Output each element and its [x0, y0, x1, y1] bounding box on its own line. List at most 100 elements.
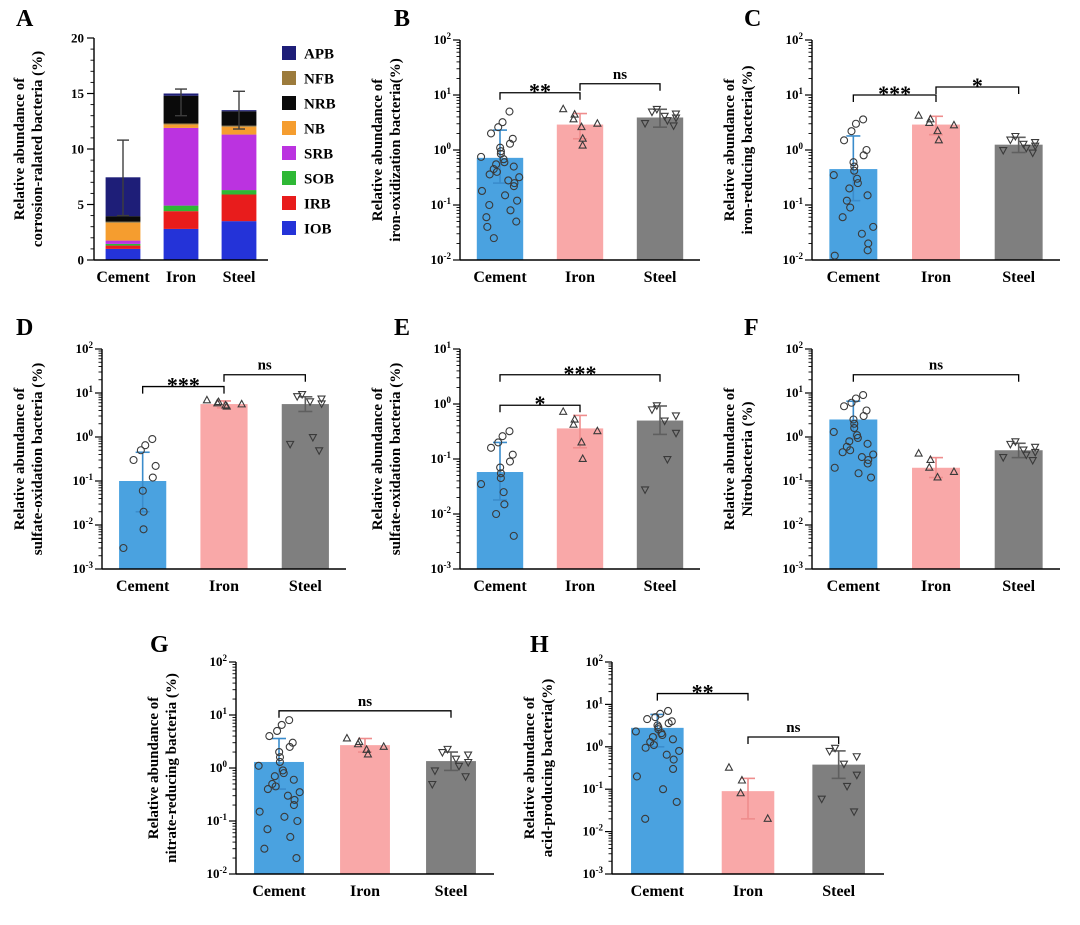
svg-text:Steel: Steel: [1002, 578, 1035, 595]
panel-G-chart: 10-2 10-1 100 101 102 ns Cement Iron Steel Relati…: [146, 653, 494, 900]
svg-text:NRB: NRB: [304, 97, 336, 113]
svg-text:*: *: [535, 391, 546, 416]
svg-text:NFB: NFB: [304, 72, 334, 88]
svg-text:APB: APB: [304, 47, 334, 63]
svg-text:10-2: 10-2: [73, 516, 94, 532]
svg-text:101: 101: [786, 384, 804, 400]
svg-text:Steel: Steel: [289, 578, 322, 595]
svg-text:ns: ns: [258, 358, 272, 374]
svg-text:Steel: Steel: [822, 883, 855, 900]
svg-text:101: 101: [786, 86, 804, 102]
panel-C-letter: C: [744, 6, 762, 32]
svg-text:Iron: Iron: [921, 578, 951, 595]
panel-B-chart: 10-2 10-1 100 101 102 ** ns Cement Iron Steel Rela…: [370, 31, 700, 286]
panel-D-chart: 10-3 10-2 10-1 100 101 102 *** ns Cement Iron Stee…: [12, 340, 346, 595]
svg-text:Cement: Cement: [252, 883, 306, 900]
svg-text:10-2: 10-2: [783, 251, 804, 267]
panel-A: A Cement Iron Steel 0 5 10 15 20 APB NFB NRB NB SRB S…: [8, 6, 360, 306]
svg-text:10-3: 10-3: [783, 560, 804, 576]
svg-text:ns: ns: [929, 358, 943, 374]
svg-text:100: 100: [786, 428, 804, 444]
svg-text:101: 101: [434, 340, 452, 356]
svg-text:Relative abundance of: Relative abundance of: [12, 77, 28, 221]
svg-text:10-3: 10-3: [431, 560, 452, 576]
panel-D: D 10-3 10-2 10-1 100 101 102 *** ns Cement Iron St…: [8, 315, 360, 615]
svg-text:Cement: Cement: [116, 578, 170, 595]
panel-E-letter: E: [394, 315, 411, 341]
svg-text:corrosion-ralated bacteria (%): corrosion-ralated bacteria (%): [30, 51, 46, 247]
svg-text:0: 0: [78, 253, 85, 268]
svg-text:10-1: 10-1: [583, 780, 604, 796]
svg-text:10-1: 10-1: [207, 812, 228, 828]
svg-text:Iron: Iron: [565, 269, 595, 286]
svg-text:IRB: IRB: [304, 197, 331, 213]
svg-text:Relative abundance of: Relative abundance of: [522, 696, 538, 840]
svg-text:5: 5: [78, 197, 85, 212]
svg-text:Iron: Iron: [209, 578, 239, 595]
svg-text:Relative abundance of: Relative abundance of: [370, 387, 386, 531]
svg-text:100: 100: [210, 759, 228, 775]
svg-text:Iron: Iron: [733, 883, 763, 900]
svg-text:Steel: Steel: [1002, 269, 1035, 286]
panel-G-letter: G: [150, 632, 169, 658]
panel-A-chart: Cement Iron Steel 0 5 10 15 20 APB NFB NRB NB SRB SOB…: [12, 31, 336, 287]
svg-text:Relative abundance of: Relative abundance of: [146, 696, 162, 840]
svg-text:**: **: [692, 680, 714, 705]
svg-text:Cement: Cement: [473, 269, 527, 286]
svg-text:10-2: 10-2: [431, 251, 452, 267]
svg-text:nitrate-reducing bacteria (%): nitrate-reducing bacteria (%): [164, 673, 180, 863]
svg-text:100: 100: [586, 738, 604, 754]
svg-text:10-3: 10-3: [583, 865, 604, 881]
svg-text:Iron: Iron: [350, 883, 380, 900]
svg-text:10-2: 10-2: [431, 505, 452, 521]
svg-text:ns: ns: [613, 67, 627, 83]
svg-text:Iron: Iron: [921, 269, 951, 286]
panel-F-chart: 10-3 10-2 10-1 100 101 102 ns Cement Iron Steel Re…: [722, 340, 1060, 595]
panel-A-letter: A: [16, 6, 34, 32]
svg-text:Cement: Cement: [473, 578, 527, 595]
svg-text:Cement: Cement: [827, 269, 881, 286]
svg-text:Relative abundance of: Relative abundance of: [12, 387, 28, 531]
svg-text:Iron: Iron: [565, 578, 595, 595]
svg-text:101: 101: [76, 384, 94, 400]
svg-text:NB: NB: [304, 122, 325, 138]
svg-text:20: 20: [71, 31, 84, 46]
svg-text:Steel: Steel: [223, 269, 256, 286]
svg-text:**: **: [529, 79, 551, 104]
panel-H-chart: 10-3 10-2 10-1 100 101 102 ** ns Cement Iron Steel…: [522, 653, 884, 900]
svg-text:10-2: 10-2: [783, 516, 804, 532]
svg-text:100: 100: [434, 141, 452, 157]
svg-text:SOB: SOB: [304, 172, 334, 188]
svg-text:102: 102: [786, 31, 804, 47]
svg-text:101: 101: [434, 86, 452, 102]
svg-text:102: 102: [586, 653, 604, 669]
svg-text:10-1: 10-1: [783, 196, 804, 212]
panel-H: H 10-3 10-2 10-1 100 101 102 ** ns Cement Iron Ste…: [518, 628, 898, 920]
panel-D-letter: D: [16, 315, 34, 341]
svg-text:102: 102: [76, 340, 94, 356]
svg-text:***: ***: [878, 81, 911, 106]
panel-B-letter: B: [394, 6, 411, 32]
svg-text:102: 102: [786, 340, 804, 356]
svg-text:10-1: 10-1: [73, 472, 94, 488]
svg-text:Nitrobacteria (%): Nitrobacteria (%): [740, 401, 756, 516]
svg-text:10-1: 10-1: [431, 196, 452, 212]
svg-text:Relative abundance of: Relative abundance of: [370, 78, 386, 222]
svg-text:10: 10: [71, 142, 84, 157]
svg-text:Relative abundance of: Relative abundance of: [722, 387, 738, 531]
panel-F: F 10-3 10-2 10-1 100 101 102 ns Cement Iron Steel…: [718, 315, 1074, 615]
svg-text:10-2: 10-2: [207, 865, 228, 881]
panel-F-letter: F: [744, 315, 759, 341]
svg-text:acid-producing bacteria(%): acid-producing bacteria(%): [540, 679, 556, 857]
svg-text:100: 100: [786, 141, 804, 157]
svg-text:***: ***: [564, 361, 597, 386]
svg-text:ns: ns: [358, 694, 372, 710]
svg-text:Steel: Steel: [435, 883, 468, 900]
svg-text:Steel: Steel: [644, 578, 677, 595]
svg-text:Cement: Cement: [827, 578, 881, 595]
svg-text:102: 102: [210, 653, 228, 669]
svg-text:101: 101: [586, 695, 604, 711]
svg-text:10-3: 10-3: [73, 560, 94, 576]
